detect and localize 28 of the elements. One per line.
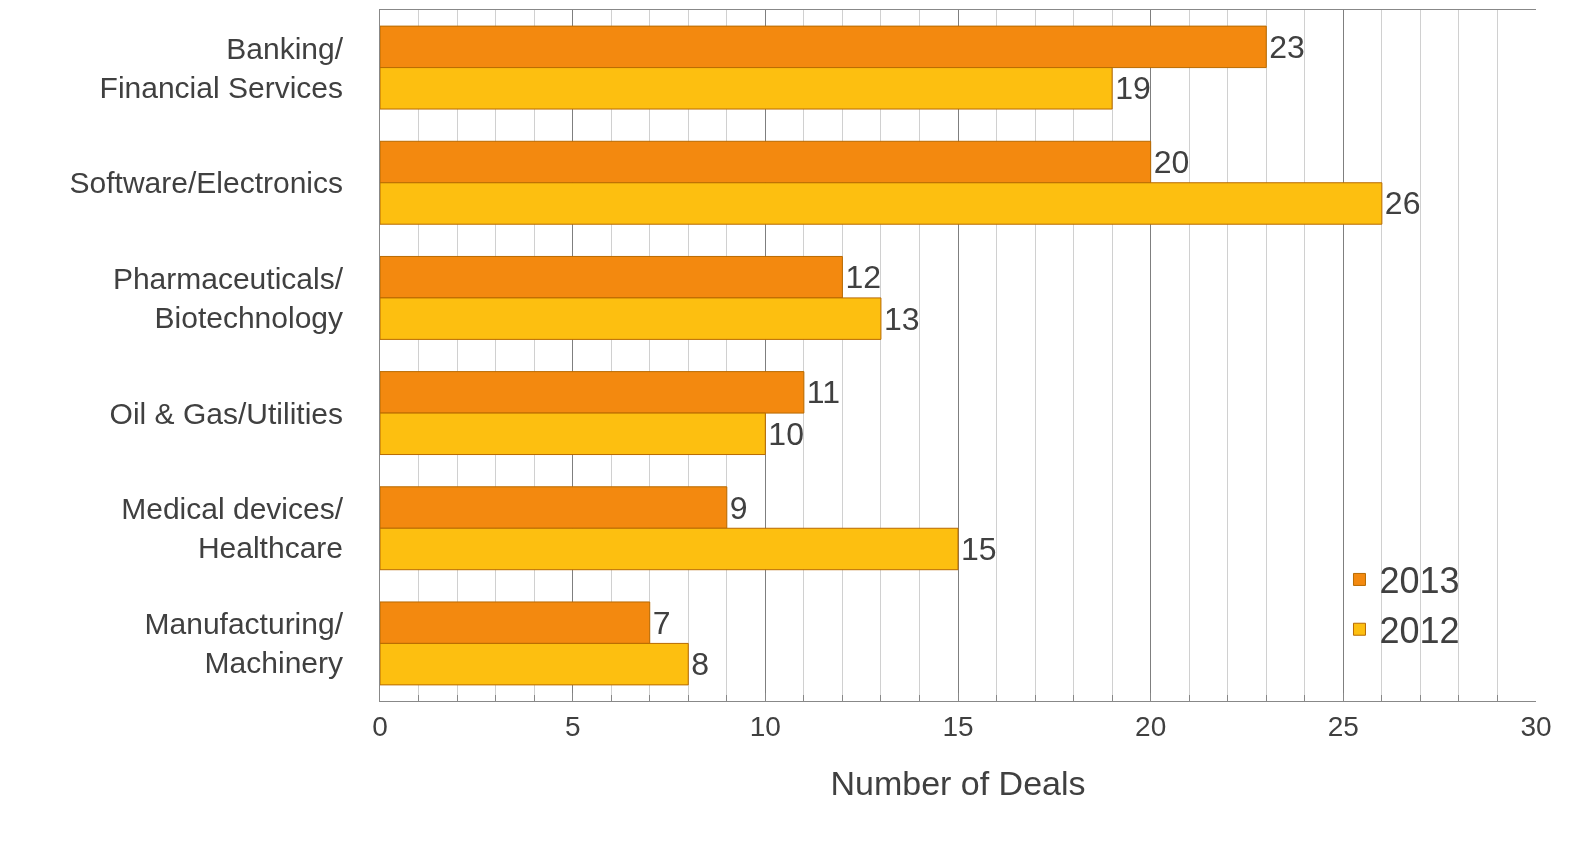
x-tick-label: 20: [1135, 710, 1167, 742]
y-tick-label: Software/Electronics: [69, 166, 343, 200]
x-tick-label: 15: [942, 710, 974, 742]
x-axis-title: Number of Deals: [830, 763, 1086, 802]
x-tick-label: 25: [1327, 710, 1359, 742]
data-label: 7: [652, 604, 671, 641]
data-label: 20: [1153, 144, 1190, 181]
y-tick-label: Manufacturing/ Machinery: [144, 607, 344, 680]
data-label: 15: [961, 530, 997, 567]
y-tick-label: Pharmaceuticals/ Biotechnology: [112, 261, 344, 334]
data-label: 10: [768, 415, 804, 452]
data-label: 19: [1115, 70, 1151, 107]
y-tick-label: Banking/ Financial Services: [99, 31, 344, 104]
data-label: 23: [1269, 28, 1305, 65]
y-tick-label: Oil & Gas/Utilities: [109, 396, 343, 430]
legend-label: 2013: [1379, 560, 1460, 602]
x-tick-label: 10: [749, 710, 781, 742]
data-label: 11: [806, 374, 841, 411]
x-tick-label: 30: [1520, 710, 1552, 742]
data-label: 9: [729, 489, 748, 526]
data-label: 13: [883, 300, 920, 337]
y-tick-label: Medical devices/ Healthcare: [121, 492, 344, 565]
x-tick-label: 5: [564, 710, 581, 742]
legend-label: 2012: [1379, 610, 1460, 652]
data-label: 26: [1384, 185, 1421, 222]
x-tick-label: 0: [372, 710, 388, 742]
data-label: 12: [845, 259, 881, 296]
data-label: 8: [691, 646, 710, 683]
